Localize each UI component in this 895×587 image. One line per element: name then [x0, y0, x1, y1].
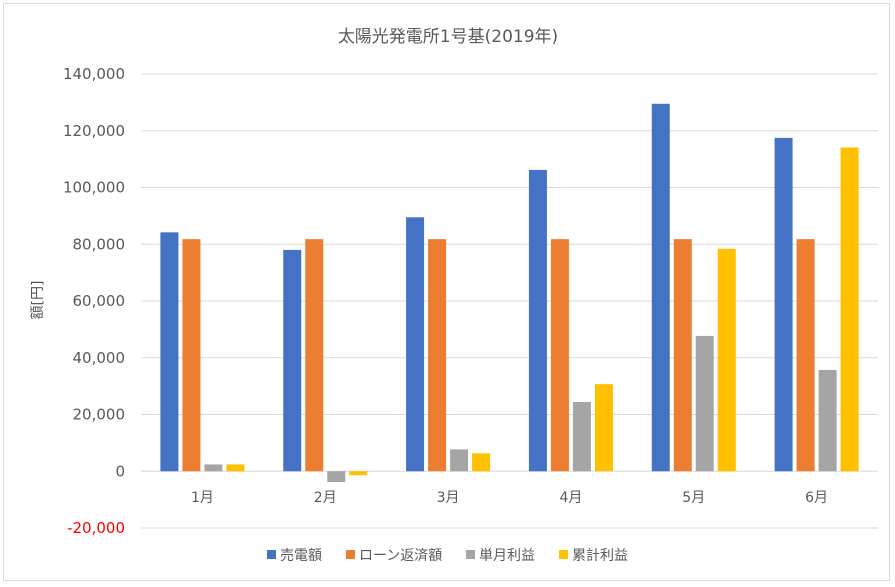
legend-label: 累計利益 [572, 548, 628, 564]
bar-chart: 太陽光発電所1号基(2019年) 額[円] -20,000 0 20,000 40,0… [30, 27, 878, 564]
bars [160, 103, 859, 483]
bar [673, 239, 692, 472]
y-tick-label: 40,000 [73, 349, 126, 367]
bar [283, 249, 302, 472]
y-tick-label: 100,000 [63, 179, 125, 197]
x-tick-label: 6月 [805, 490, 828, 506]
bar [305, 239, 324, 472]
bar [226, 464, 245, 472]
legend-swatch [466, 550, 475, 559]
bar [406, 217, 425, 472]
bar [840, 147, 859, 472]
x-tick-label: 1月 [191, 490, 214, 506]
y-tick-label: 0 [115, 462, 125, 480]
legend-swatch [346, 550, 355, 559]
legend: 売電額 ローン返済額 単月利益 累計利益 [267, 548, 628, 564]
bar [572, 402, 591, 472]
y-axis-label: 額[円] [30, 281, 46, 320]
bar [695, 335, 714, 472]
x-tick-label: 3月 [437, 490, 460, 506]
chart-title: 太陽光発電所1号基(2019年) [338, 27, 558, 47]
bar [349, 471, 368, 476]
bar [528, 169, 547, 472]
gridlines [141, 73, 878, 529]
bar [472, 453, 491, 472]
bar [774, 137, 793, 472]
bar [160, 232, 179, 472]
y-tick-label: -20,000 [67, 519, 125, 537]
bar [204, 464, 223, 472]
x-tick-label: 4月 [559, 490, 582, 506]
legend-label: 売電額 [280, 548, 322, 564]
bar [182, 239, 201, 472]
chart-frame: 太陽光発電所1号基(2019年) 額[円] -20,000 0 20,000 40,0… [3, 3, 890, 581]
bar [594, 384, 613, 472]
y-tick-label: 120,000 [63, 122, 125, 140]
bar [450, 449, 469, 472]
y-tick-label: 20,000 [73, 406, 126, 424]
bar [717, 248, 736, 472]
x-tick-label: 2月 [314, 490, 337, 506]
legend-label: 単月利益 [479, 548, 535, 564]
y-tick-label: 140,000 [63, 65, 125, 83]
x-tick-labels: 1月 2月 3月 4月 5月 6月 [191, 490, 828, 506]
bar [796, 239, 815, 472]
bar [428, 239, 447, 472]
legend-label: ローン返済額 [359, 548, 442, 564]
bar [550, 239, 569, 472]
y-tick-label: 60,000 [73, 292, 126, 310]
y-tick-labels: -20,000 0 20,000 40,000 60,000 80,000 100,000 1… [63, 65, 125, 537]
bar [327, 471, 346, 483]
y-tick-label: 80,000 [73, 235, 126, 253]
bar [651, 103, 670, 472]
bar [818, 369, 837, 472]
x-tick-label: 5月 [682, 490, 705, 506]
legend-swatch [559, 550, 568, 559]
legend-swatch [267, 550, 276, 559]
